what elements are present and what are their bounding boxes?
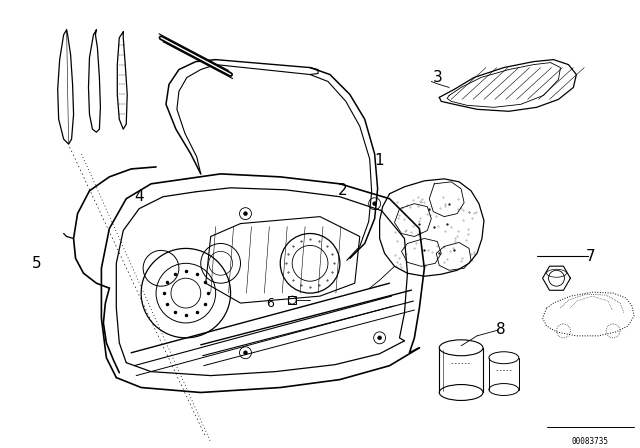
Text: 7: 7 xyxy=(586,249,595,264)
Circle shape xyxy=(372,202,376,206)
Circle shape xyxy=(378,336,381,340)
Text: 5: 5 xyxy=(32,256,42,271)
Circle shape xyxy=(243,211,248,215)
Bar xyxy=(288,296,296,304)
Text: 2: 2 xyxy=(338,183,348,198)
Circle shape xyxy=(243,351,248,355)
Text: 4: 4 xyxy=(134,189,144,204)
Text: 00083735: 00083735 xyxy=(572,437,609,446)
Text: 6: 6 xyxy=(266,297,275,310)
Text: 1: 1 xyxy=(375,154,385,168)
Text: 8: 8 xyxy=(496,323,506,337)
Text: 3: 3 xyxy=(433,70,442,85)
